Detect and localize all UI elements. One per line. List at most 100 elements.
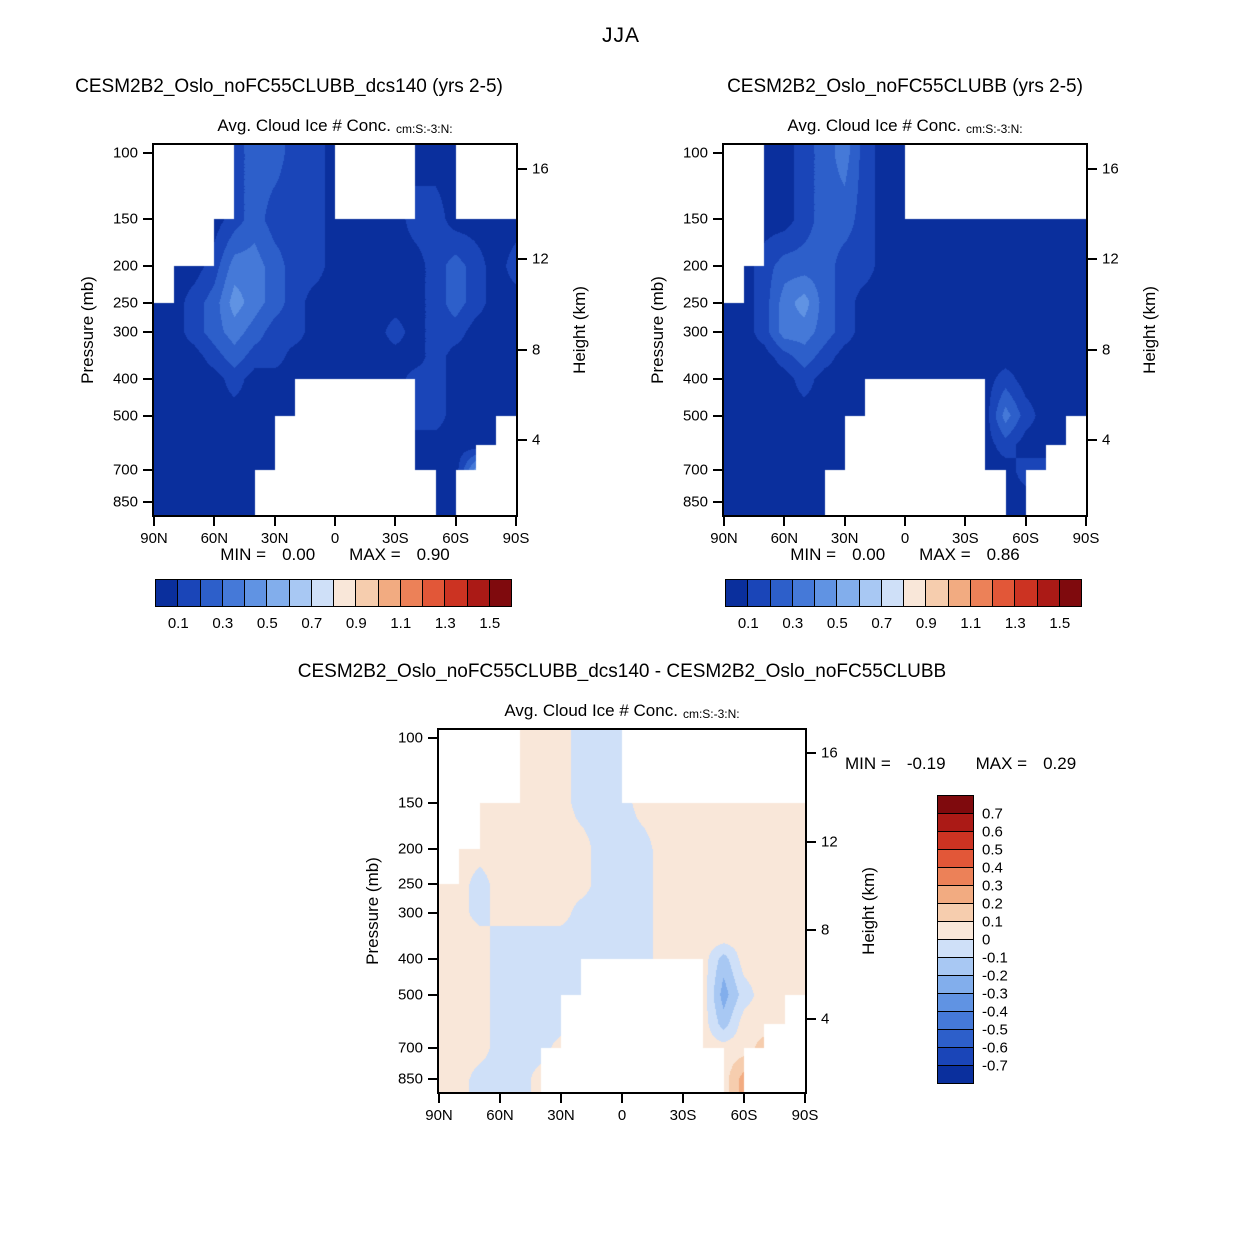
height-tick-label: 12	[821, 833, 838, 851]
max-label: MAX =	[919, 545, 971, 564]
colorbar-cell	[355, 579, 379, 607]
x-axis-tick	[153, 517, 155, 526]
height-tick-label: 16	[532, 160, 549, 178]
contour-plot-canvas	[724, 145, 1086, 515]
pressure-tick-label: 200	[112, 257, 138, 275]
x-axis-tick-label: 30S	[669, 1107, 697, 1124]
height-tick	[1088, 258, 1097, 261]
diff-colorbar-cell	[937, 795, 974, 814]
diff-colorbar-cell	[937, 1029, 974, 1048]
x-axis-tick-label: 90S	[1072, 530, 1100, 547]
x-axis-tick	[1024, 517, 1027, 526]
x-axis-tick-label: 60N	[770, 530, 799, 547]
units-label: cm:S:-3:N:	[965, 122, 1023, 136]
colorbar-cell	[221, 579, 245, 607]
height-tick	[518, 258, 527, 261]
colorbar-cell	[377, 579, 401, 607]
colorbar-cell	[791, 579, 815, 607]
x-axis-tick-label: 30S	[381, 530, 409, 547]
colorbar-cell	[992, 579, 1016, 607]
colorbar-cell	[444, 579, 468, 607]
pressure-tick-label: 700	[397, 1039, 423, 1057]
colorbar	[725, 579, 1082, 607]
x-axis-tick	[621, 1094, 623, 1103]
colorbar-tick-label: 0.9	[345, 615, 367, 632]
height-axis-label: Height (km)	[859, 867, 878, 955]
max-label: MAX =	[349, 545, 401, 564]
diff-colorbar-cell	[937, 921, 974, 940]
colorbar-cell	[1058, 579, 1082, 607]
colorbar-cell	[422, 579, 446, 607]
height-tick-label: 4	[821, 1010, 830, 1028]
x-axis-tick	[499, 1094, 501, 1103]
x-axis-tick	[515, 517, 517, 526]
height-axis-label: Height (km)	[1140, 286, 1159, 374]
pressure-axis-label: Pressure (mb)	[648, 276, 667, 384]
max-value: 0.29	[1043, 754, 1077, 773]
pressure-tick	[428, 737, 437, 740]
pressure-tick-label: 100	[112, 144, 138, 162]
height-tick	[807, 840, 816, 843]
x-axis-tick	[743, 1094, 745, 1103]
colorbar-cell	[880, 579, 904, 607]
colorbar-cell	[947, 579, 971, 607]
height-axis-label: Height (km)	[570, 286, 589, 374]
x-axis-tick	[843, 517, 846, 526]
pressure-tick	[428, 912, 437, 915]
diff-colorbar-cell	[937, 903, 974, 922]
pressure-tick	[428, 993, 437, 996]
pressure-tick-label: 500	[397, 986, 423, 1004]
height-tick-label: 16	[821, 744, 838, 762]
pressure-tick	[713, 414, 722, 417]
diff-colorbar-cell	[937, 957, 974, 976]
height-tick	[807, 929, 816, 932]
diff-colorbar-tick-label: 0.2	[982, 895, 1003, 913]
diff-colorbar-tick-label: 0.4	[982, 859, 1003, 877]
pressure-tick-label: 700	[682, 461, 708, 479]
colorbar-tick-label: 1.3	[1004, 615, 1026, 632]
pressure-tick-label: 200	[682, 257, 708, 275]
variable-subtitle: Avg. Cloud Ice # Conc.	[217, 116, 391, 135]
pressure-tick	[713, 378, 722, 381]
colorbar-cell	[1014, 579, 1038, 607]
colorbar-tick-label: 0.7	[871, 615, 893, 632]
x-axis-tick-label: 0	[900, 530, 910, 547]
pressure-tick-label: 250	[112, 294, 138, 312]
diff-colorbar-cell	[937, 1047, 974, 1066]
diff-colorbar-cell	[937, 939, 974, 958]
x-axis-tick	[454, 517, 457, 526]
diff-colorbar-tick-label: 0.6	[982, 823, 1003, 841]
pressure-tick	[428, 1047, 437, 1050]
min-label: MIN =	[790, 545, 837, 564]
colorbar-cell	[725, 579, 749, 607]
min-label: MIN =	[220, 545, 267, 564]
colorbar-cell	[288, 579, 312, 607]
pressure-tick	[713, 265, 722, 268]
pressure-tick-label: 150	[112, 210, 138, 228]
colorbar	[155, 579, 512, 607]
pressure-tick	[713, 218, 722, 221]
pressure-tick-label: 200	[397, 840, 423, 858]
pressure-tick	[713, 469, 722, 472]
x-axis-tick	[213, 517, 216, 526]
panel-subtitle-row: Avg. Cloud Ice # Conc. cm:S:-3:N:	[504, 701, 739, 721]
pressure-tick	[713, 301, 722, 304]
height-tick-label: 8	[821, 921, 830, 939]
minmax-row: MIN = 0.00 MAX = 0.90	[154, 545, 516, 565]
pressure-tick-label: 400	[682, 370, 708, 388]
minmax-row: MIN = -0.19 MAX = 0.29	[845, 754, 1076, 774]
pressure-tick	[143, 414, 152, 417]
height-tick-label: 8	[1102, 341, 1111, 359]
pressure-tick	[143, 301, 152, 304]
height-tick-label: 4	[1102, 431, 1111, 449]
pressure-tick-label: 500	[682, 407, 708, 425]
pressure-tick	[143, 152, 152, 155]
colorbar-cell	[903, 579, 927, 607]
colorbar-tick-label: 1.5	[479, 615, 501, 632]
figure-title: JJA	[601, 24, 640, 47]
colorbar-labels: 0.1 0.3 0.5 0.7 0.9 1.1 1.3 1.5	[156, 615, 512, 633]
x-axis-tick-label: 90N	[710, 530, 738, 547]
diff-colorbar-tick-label: 0.3	[982, 877, 1003, 895]
diff-colorbar-tick-label: -0.1	[982, 949, 1008, 967]
pressure-tick-label: 300	[682, 323, 708, 341]
